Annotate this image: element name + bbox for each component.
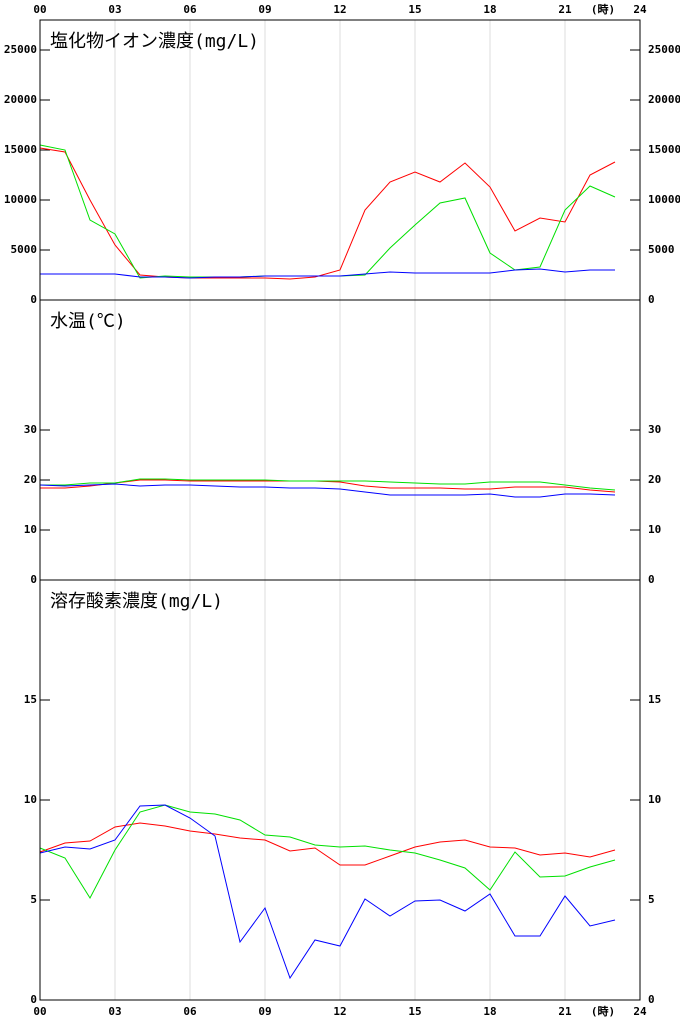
x-tick-label: 12 xyxy=(333,1005,346,1018)
panel-frame xyxy=(39,579,641,1001)
y-tick-label: 5000 xyxy=(11,243,38,256)
y-tick-label: 5 xyxy=(30,893,37,906)
y-tick-label: 10 xyxy=(24,523,37,536)
x-tick-label: 09 xyxy=(258,1005,271,1018)
x-tick-label: 03 xyxy=(108,3,121,16)
y-tick-label: 20000 xyxy=(648,93,680,106)
y-tick-label: 10000 xyxy=(4,193,37,206)
y-tick-label: 15000 xyxy=(4,143,37,156)
panel-title: 溶存酸素濃度(mg/L) xyxy=(50,591,223,612)
y-tick-label: 10000 xyxy=(648,193,680,206)
y-tick-label: 30 xyxy=(648,423,661,436)
series-line xyxy=(39,822,616,866)
y-tick-label: 20 xyxy=(648,473,661,486)
y-tick-label: 0 xyxy=(30,573,37,586)
y-tick-label: 10 xyxy=(648,793,661,806)
series-line xyxy=(39,804,616,900)
y-tick-label: 0 xyxy=(648,573,655,586)
series-line xyxy=(39,804,616,980)
y-tick-label: 20000 xyxy=(4,93,37,106)
x-tick-label: 03 xyxy=(108,1005,121,1018)
y-tick-label: 0 xyxy=(30,293,37,306)
panel-title: 水温(℃) xyxy=(50,311,126,332)
x-tick-label: 15 xyxy=(408,1005,421,1018)
y-tick-label: 15000 xyxy=(648,143,680,156)
series-line xyxy=(40,478,616,491)
x-tick-label: 00 xyxy=(33,3,46,16)
y-tick-label: 5 xyxy=(648,893,655,906)
x-tick-label: 18 xyxy=(483,1005,496,1018)
x-tick-label: 06 xyxy=(183,3,197,16)
x-axis-label: (時) xyxy=(591,2,615,16)
series-line xyxy=(39,483,616,498)
y-tick-label: 15 xyxy=(648,693,661,706)
y-tick-label: 5000 xyxy=(648,243,675,256)
y-tick-label: 10 xyxy=(648,523,661,536)
x-tick-label: 09 xyxy=(258,3,271,16)
x-tick-label: 24 xyxy=(633,1005,647,1018)
series-line xyxy=(40,268,615,279)
y-tick-label: 0 xyxy=(648,993,655,1006)
x-tick-label: 00 xyxy=(33,1005,46,1018)
x-tick-label: 18 xyxy=(483,3,496,16)
x-tick-label: 24 xyxy=(633,3,647,16)
y-tick-label: 0 xyxy=(648,293,655,306)
y-tick-label: 30 xyxy=(24,423,37,436)
y-tick-label: 20 xyxy=(24,473,37,486)
x-tick-label: 12 xyxy=(333,3,346,16)
x-axis-label: (時) xyxy=(591,1004,615,1018)
series-line xyxy=(39,147,616,280)
y-tick-label: 10 xyxy=(24,793,37,806)
y-tick-label: 15 xyxy=(24,693,37,706)
y-tick-label: 25000 xyxy=(4,43,37,56)
panel-title: 塩化物イオン濃度(mg/L) xyxy=(50,31,259,52)
x-tick-label: 15 xyxy=(408,3,421,16)
x-tick-label: 21 xyxy=(558,3,572,16)
y-tick-label: 25000 xyxy=(648,43,680,56)
x-tick-label: 21 xyxy=(558,1005,572,1018)
x-tick-label: 06 xyxy=(183,1005,197,1018)
y-tick-label: 0 xyxy=(30,993,37,1006)
